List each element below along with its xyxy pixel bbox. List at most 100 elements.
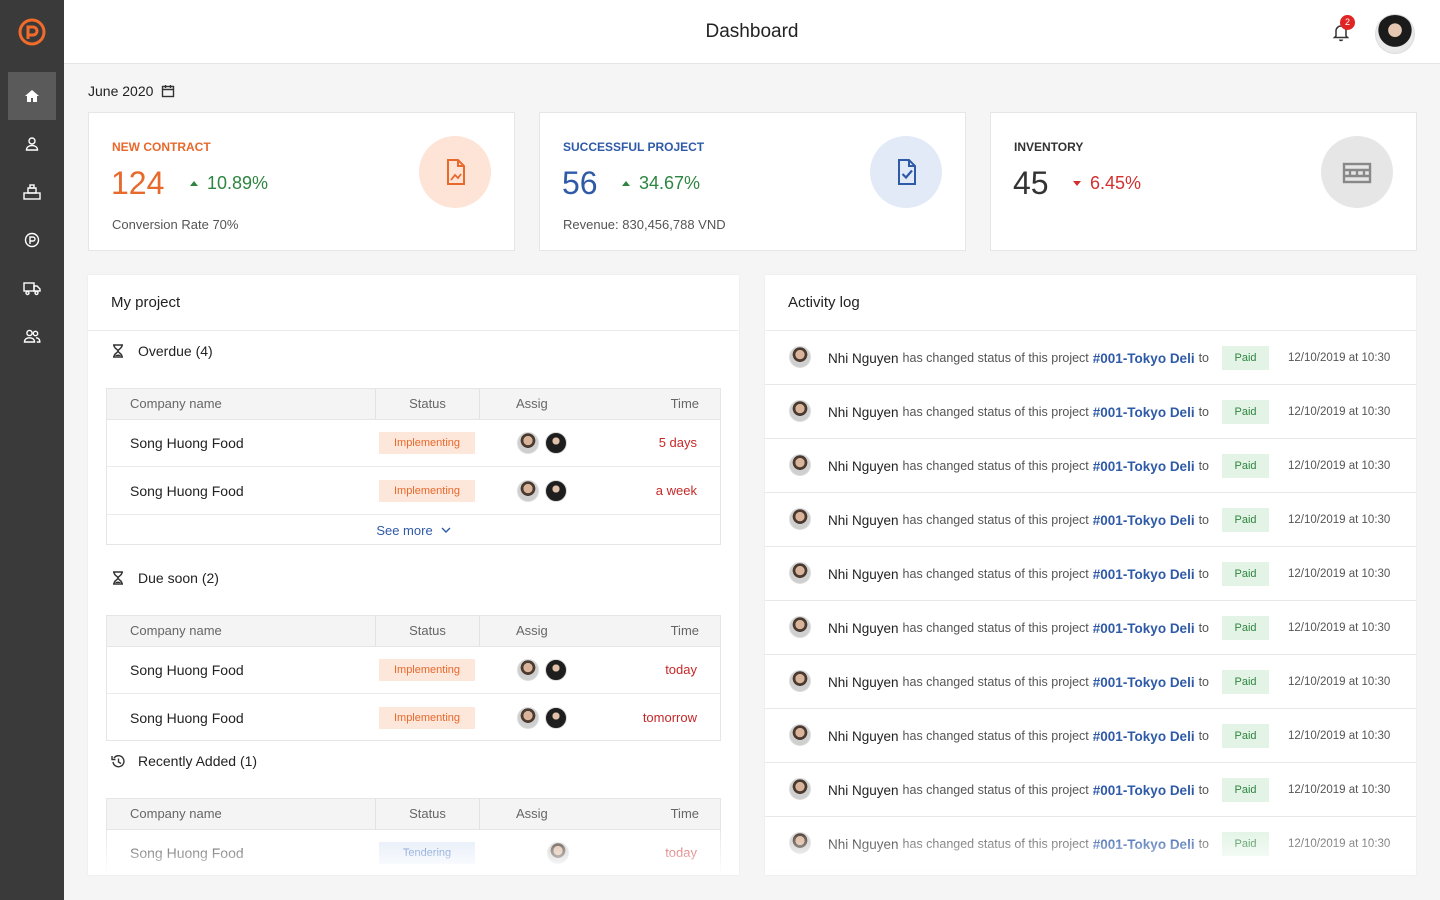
section-title: Due soon (2) [111, 570, 219, 586]
project-link[interactable]: #001-Tokyo Deli [1092, 728, 1195, 744]
project-link[interactable]: #001-Tokyo Deli [1092, 620, 1195, 636]
stat-change: 10.89% [190, 173, 268, 194]
user-avatar[interactable] [789, 562, 811, 584]
status-badge: Paid [1222, 400, 1269, 424]
divider [88, 330, 739, 331]
connector-text: to [1198, 621, 1210, 635]
panel-title: My project [111, 294, 181, 311]
user-avatar[interactable] [1375, 14, 1415, 54]
user-name[interactable]: Nhi Nguyen [828, 674, 899, 690]
user-avatar[interactable] [789, 670, 811, 692]
nav-team[interactable] [8, 312, 56, 360]
status-badge: Paid [1222, 562, 1269, 586]
user-avatar[interactable] [789, 616, 811, 638]
status-badge: Paid [1222, 508, 1269, 532]
project-row[interactable]: Song Huong Food Implementing a week [107, 467, 720, 515]
user-avatar[interactable] [789, 508, 811, 530]
my-project-panel: My project Overdue (4) Company name Status… [88, 275, 739, 875]
column-header: Assig [479, 616, 559, 646]
project-link[interactable]: #001-Tokyo Deli [1092, 674, 1195, 690]
date-picker[interactable]: June 2020 [88, 83, 175, 99]
section-title: Recently Added (1) [111, 753, 257, 769]
column-header: Time [670, 396, 699, 411]
activity-time: 12/10/2019 at 10:30 [1288, 622, 1391, 634]
user-avatar[interactable] [789, 454, 811, 476]
user-avatar[interactable] [789, 400, 811, 422]
assignee-avatar[interactable] [545, 480, 567, 502]
status-badge: Implementing [379, 659, 475, 681]
project-link[interactable]: #001-Tokyo Deli [1092, 566, 1195, 582]
activity-time: 12/10/2019 at 10:30 [1288, 730, 1391, 742]
assignee-avatar[interactable] [517, 432, 539, 454]
status-badge: Paid [1222, 346, 1269, 370]
project-link[interactable]: #001-Tokyo Deli [1092, 512, 1195, 528]
panel-title: Activity log [788, 294, 860, 311]
project-row[interactable]: Song Huong Food Implementing 5 days [107, 419, 720, 467]
nav-user[interactable] [8, 120, 56, 168]
user-name[interactable]: Nhi Nguyen [828, 782, 899, 798]
section-icon [111, 344, 125, 358]
user-name[interactable]: Nhi Nguyen [828, 512, 899, 528]
see-more[interactable]: See more [107, 515, 720, 545]
assignee-avatar[interactable] [545, 659, 567, 681]
stat-icon [1321, 136, 1393, 208]
divider [765, 330, 1416, 331]
assignee-avatar[interactable] [545, 707, 567, 729]
user-name[interactable]: Nhi Nguyen [828, 350, 899, 366]
trend-arrow [190, 180, 198, 187]
project-link[interactable]: #001-Tokyo Deli [1092, 782, 1195, 798]
activity-time: 12/10/2019 at 10:30 [1288, 784, 1391, 796]
nav-home[interactable] [8, 72, 56, 120]
action-text: has changed status of this project [902, 405, 1089, 419]
user-avatar[interactable] [789, 724, 811, 746]
logo[interactable] [18, 18, 46, 46]
chevron [441, 527, 451, 533]
connector-text: to [1198, 459, 1210, 473]
project-link[interactable]: #001-Tokyo Deli [1092, 458, 1195, 474]
nav-inventory[interactable] [8, 168, 56, 216]
assignees [517, 659, 567, 681]
stat-icon [419, 136, 491, 208]
stat-card: SUCCESSFUL PROJECT 56 34.67% Revenue: 830,4… [539, 112, 966, 251]
user-avatar[interactable] [789, 346, 811, 368]
connector-text: to [1198, 783, 1210, 797]
table-header: Company name Status Assig Time [107, 799, 720, 830]
assignee-avatar[interactable] [517, 480, 539, 502]
see-more-label: See more [376, 522, 433, 538]
connector-text: to [1198, 729, 1210, 743]
column-header: Company name [130, 806, 222, 821]
fade [88, 830, 739, 875]
time-left: a week [655, 483, 697, 498]
nav-delivery[interactable] [8, 264, 56, 312]
assignee-avatar[interactable] [517, 707, 539, 729]
project-link[interactable]: #001-Tokyo Deli [1092, 350, 1195, 366]
stat-footer: Conversion Rate 70% [112, 217, 239, 232]
column-header: Status [375, 799, 479, 829]
user-name[interactable]: Nhi Nguyen [828, 404, 899, 420]
user-name[interactable]: Nhi Nguyen [828, 728, 899, 744]
connector-text: to [1198, 405, 1210, 419]
user-name[interactable]: Nhi Nguyen [828, 458, 899, 474]
assignee-avatar[interactable] [545, 432, 567, 454]
project-row[interactable]: Song Huong Food Implementing today [107, 646, 720, 694]
action-text: has changed status of this project [902, 459, 1089, 473]
status-badge: Paid [1222, 616, 1269, 640]
user-avatar[interactable] [789, 778, 811, 800]
project-row[interactable]: Song Huong Food Implementing tomorrow [107, 694, 720, 742]
nav-projects[interactable] [8, 216, 56, 264]
project-link[interactable]: #001-Tokyo Deli [1092, 404, 1195, 420]
assignee-avatar[interactable] [517, 659, 539, 681]
user-name[interactable]: Nhi Nguyen [828, 566, 899, 582]
status-badge: Implementing [379, 432, 475, 454]
user-name[interactable]: Nhi Nguyen [828, 620, 899, 636]
status-badge: Paid [1222, 454, 1269, 478]
